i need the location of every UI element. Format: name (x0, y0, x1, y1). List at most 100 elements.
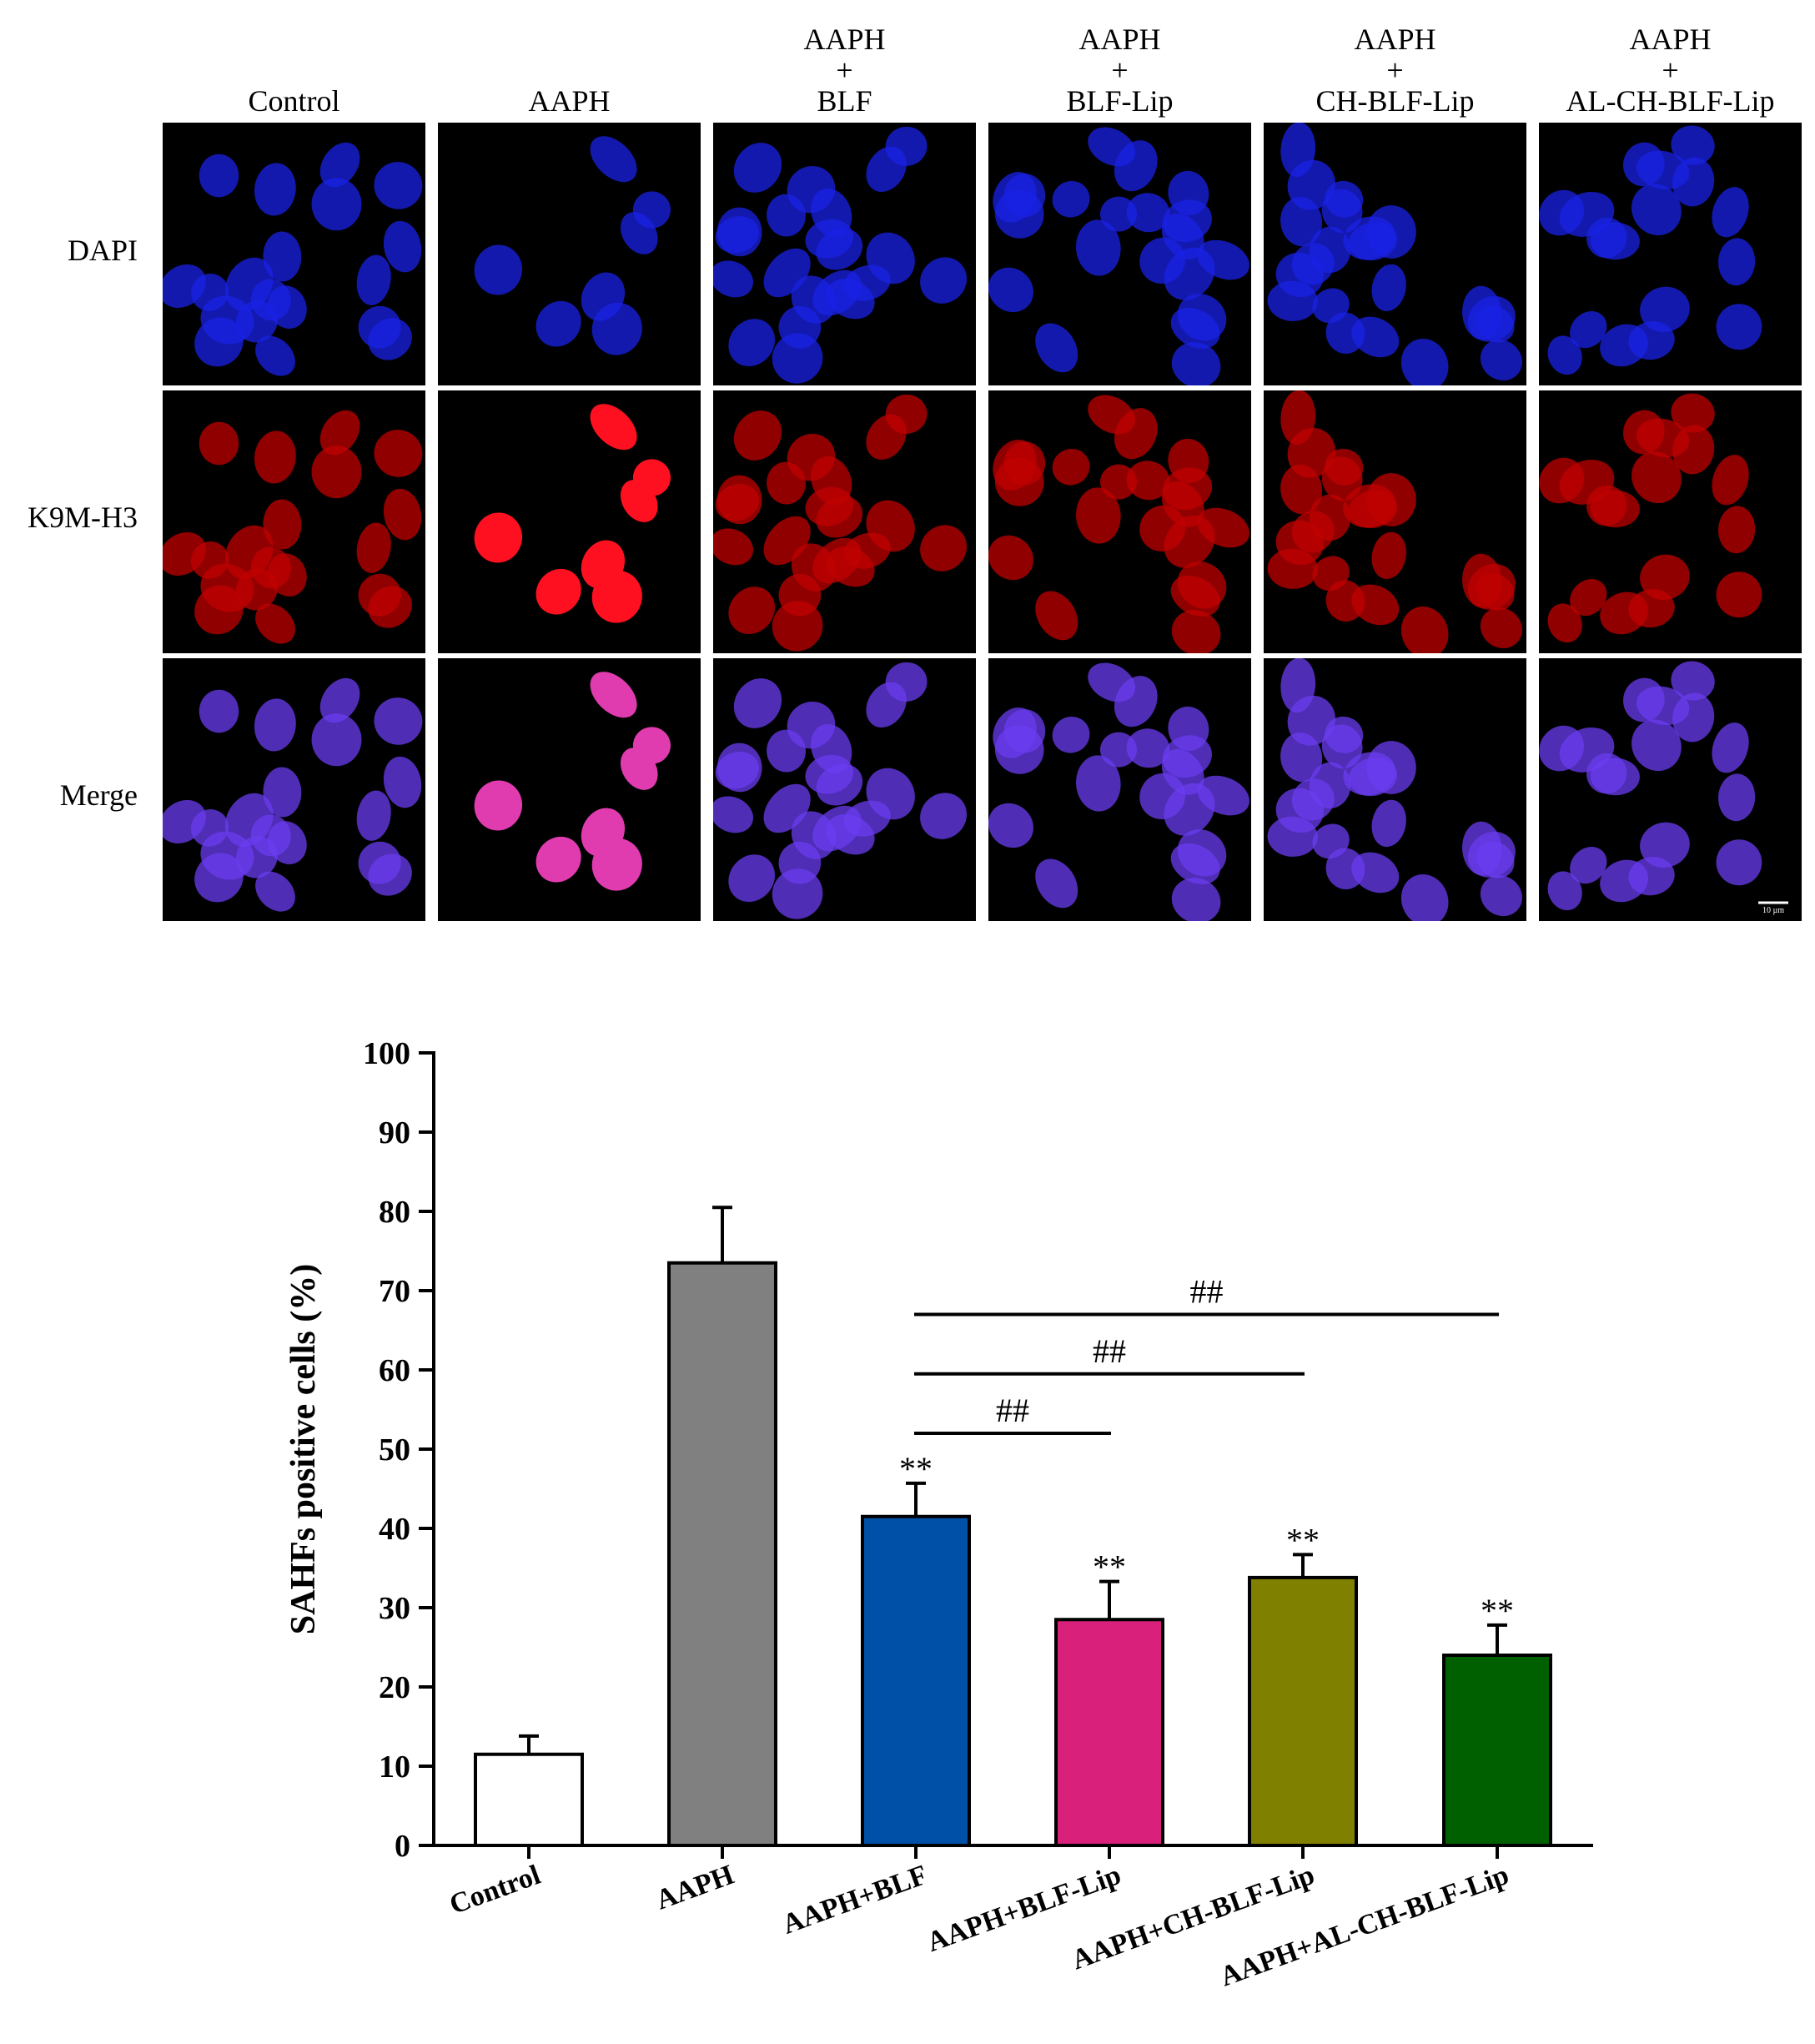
nucleus (1099, 732, 1138, 768)
nucleus (319, 677, 360, 723)
nucleus (358, 841, 401, 884)
nucleus (1622, 142, 1665, 187)
scale-bar-label: 10 µm (1762, 906, 1784, 915)
nucleus (199, 421, 239, 466)
nucleus (1126, 728, 1170, 768)
nucleus (885, 662, 928, 702)
nucleus (1371, 531, 1406, 580)
nucleus (319, 142, 360, 188)
nucleus (1291, 511, 1335, 553)
micrograph-background (438, 658, 701, 921)
y-tick-label: 20 (379, 1670, 410, 1705)
nucleus (581, 540, 626, 589)
nucleus (1280, 658, 1316, 713)
nucleus (1671, 393, 1715, 433)
nucleus (383, 756, 422, 808)
bar-annotation: ** (899, 1450, 933, 1488)
nucleus (1171, 342, 1221, 385)
micrograph-cell (438, 658, 701, 921)
nucleus (1480, 340, 1522, 381)
nucleus (715, 752, 759, 789)
y-tick-label: 60 (379, 1353, 410, 1388)
column-label: + (836, 53, 852, 87)
nucleus (1325, 580, 1365, 622)
nucleus (1171, 878, 1221, 921)
nucleus (805, 486, 854, 526)
nucleus (1164, 515, 1215, 568)
nucleus (254, 698, 296, 752)
nucleus (993, 439, 1037, 491)
micrograph-cell (438, 390, 701, 653)
nucleus (1462, 285, 1502, 340)
nucleus (1371, 264, 1406, 312)
nucleus (358, 573, 401, 617)
nucleus (988, 267, 1033, 313)
bar (474, 1752, 584, 1847)
nucleus (250, 546, 291, 589)
nucleus (311, 713, 362, 767)
nucleus (1280, 196, 1323, 247)
bar-chart: ** ** ** ** ## ## ## 0 10 20 30 40 50 60 70 80 90 100 C… (284, 1036, 1593, 1992)
nucleus (383, 220, 422, 273)
nucleus (1672, 692, 1715, 743)
nucleus (713, 260, 754, 298)
nucleus (356, 522, 391, 573)
bar (1054, 1618, 1164, 1847)
nucleus (772, 333, 823, 384)
nucleus (1400, 338, 1449, 385)
column-label: BLF (817, 84, 872, 118)
nucleus (988, 803, 1033, 848)
micrograph-cell (163, 658, 425, 921)
nucleus (1480, 875, 1522, 917)
nucleus (1035, 858, 1078, 909)
nucleus (805, 754, 854, 794)
y-tick-label: 0 (395, 1829, 410, 1864)
nucleus (1170, 307, 1220, 349)
micrograph-cell (163, 390, 425, 653)
nucleus (843, 264, 891, 301)
nucleus (1462, 821, 1502, 876)
bar-annotation: ** (1093, 1548, 1126, 1586)
micrograph-cell (988, 390, 1251, 653)
nucleus (374, 430, 423, 477)
nucleus (1628, 321, 1675, 360)
nucleus (1162, 199, 1212, 243)
nucleus (250, 814, 291, 857)
nucleus (1291, 778, 1335, 821)
micrograph-cell (988, 658, 1251, 921)
nucleus (1280, 732, 1323, 783)
y-tick-label: 50 (379, 1432, 410, 1468)
nucleus (163, 531, 206, 576)
nucleus (1325, 312, 1365, 354)
nucleus (1622, 410, 1665, 455)
y-tick-label: 90 (379, 1115, 410, 1150)
nucleus (1570, 578, 1607, 617)
nucleus (843, 532, 891, 569)
nucleus (993, 707, 1037, 758)
nucleus (1052, 448, 1090, 486)
nucleus (1462, 553, 1502, 608)
nucleus (1035, 323, 1078, 373)
nucleus (1640, 286, 1690, 332)
nucleus (1321, 456, 1363, 501)
column-label: + (1662, 53, 1678, 87)
nucleus (772, 868, 823, 919)
nucleus (1343, 484, 1396, 528)
nucleus (1088, 127, 1136, 167)
significance-label: ## (1093, 1332, 1126, 1370)
nucleus (1343, 752, 1396, 796)
nucleus (1099, 196, 1138, 232)
nucleus (1671, 125, 1715, 165)
nucleus (1547, 603, 1582, 643)
x-ticks: Control AAPH AAPH+BLFAAPH+BLF-LipAAPH+CH-B… (445, 1845, 1513, 1992)
nucleus (163, 264, 206, 309)
nucleus (1164, 247, 1215, 300)
y-tick-label: 100 (363, 1036, 410, 1071)
nucleus (1712, 455, 1749, 506)
column-label: CH-BLF-Lip (1315, 84, 1474, 118)
nucleus (1590, 758, 1640, 796)
nucleus (1622, 677, 1665, 722)
nucleus (199, 689, 239, 733)
y-tick-label: 80 (379, 1195, 410, 1230)
nucleus (715, 484, 759, 521)
